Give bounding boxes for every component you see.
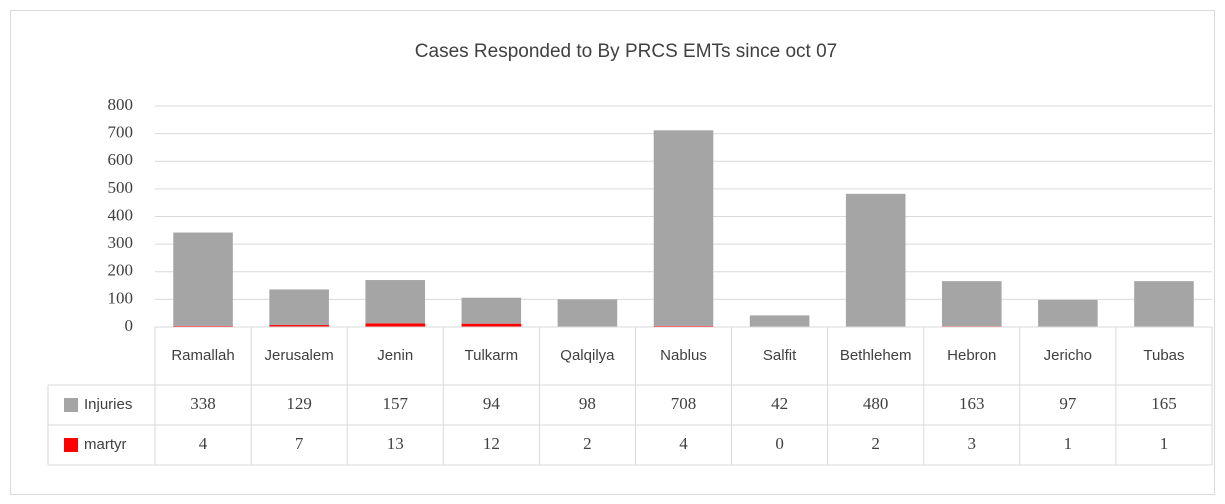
bar	[653, 130, 714, 326]
x-tick-label: Ramallah	[171, 347, 234, 364]
bar	[653, 325, 714, 327]
bar	[1134, 281, 1194, 327]
legend-label: Injuries	[84, 396, 132, 413]
x-tick-label: Jericho	[1044, 347, 1092, 364]
bar	[173, 325, 233, 327]
table-value: 157	[382, 394, 408, 413]
y-tick-label: 200	[108, 261, 134, 280]
chart-title: Cases Responded to By PRCS EMTs since oc…	[415, 41, 837, 62]
x-tick-label: Hebron	[947, 347, 996, 364]
y-tick-label: 0	[125, 316, 134, 335]
bar	[1038, 299, 1098, 327]
table-value: 163	[959, 394, 985, 413]
table-value: 165	[1151, 394, 1177, 413]
x-tick-label: Tulkarm	[465, 347, 519, 364]
bar	[557, 299, 618, 327]
x-tick-label: Jenin	[377, 347, 413, 364]
table-value: 708	[671, 394, 697, 413]
table-value: 94	[483, 394, 501, 413]
table-value: 129	[286, 394, 312, 413]
y-tick-label: 100	[108, 288, 134, 307]
y-tick-label: 400	[108, 205, 134, 224]
bar	[365, 280, 426, 324]
x-tick-label: Bethlehem	[840, 347, 912, 364]
bar	[365, 323, 426, 327]
bar	[269, 325, 329, 327]
bar	[749, 315, 810, 327]
table-value: 2	[871, 434, 880, 453]
table-value: 4	[199, 434, 208, 453]
bar	[941, 281, 1002, 327]
x-tick-label: Nablus	[660, 347, 707, 364]
y-tick-label: 700	[108, 123, 134, 142]
table-value: 3	[968, 434, 977, 453]
legend-swatch	[64, 438, 78, 452]
table-value: 4	[679, 434, 688, 453]
y-tick-label: 800	[108, 95, 134, 114]
table-value: 2	[583, 434, 592, 453]
x-tick-label: Qalqilya	[560, 347, 615, 364]
bar	[269, 289, 329, 326]
bar	[461, 297, 522, 324]
table-value: 42	[771, 394, 788, 413]
y-tick-label: 600	[108, 150, 134, 169]
table-value: 97	[1059, 394, 1077, 413]
legend-swatch	[64, 398, 78, 412]
legend-label: martyr	[84, 436, 127, 453]
table-value: 12	[483, 434, 500, 453]
table-value: 13	[387, 434, 404, 453]
bar	[173, 232, 233, 326]
table-value: 480	[863, 394, 889, 413]
table-value: 7	[295, 434, 304, 453]
bar	[845, 193, 906, 327]
table-value: 1	[1160, 434, 1169, 453]
y-tick-label: 500	[108, 178, 134, 197]
x-tick-label: Salfit	[763, 347, 797, 364]
table-value: 338	[190, 394, 216, 413]
bar	[461, 323, 522, 327]
table-value: 1	[1064, 434, 1073, 453]
y-tick-label: 300	[108, 233, 134, 252]
x-tick-label: Tubas	[1143, 347, 1184, 364]
table-value: 98	[579, 394, 596, 413]
x-tick-label: Jerusalem	[265, 347, 334, 364]
table-value: 0	[775, 434, 784, 453]
